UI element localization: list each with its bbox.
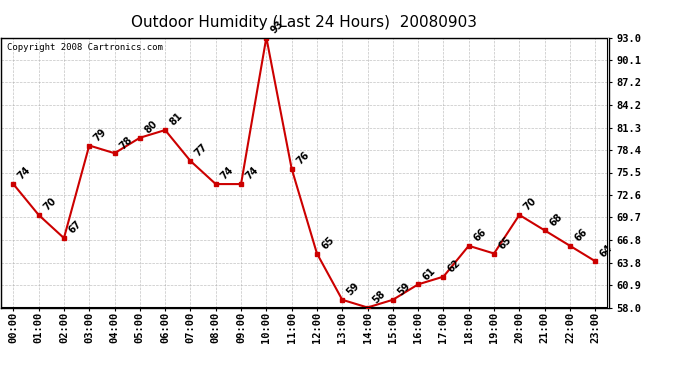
Text: 66: 66 bbox=[471, 227, 488, 244]
Text: 66: 66 bbox=[573, 227, 589, 244]
Text: 74: 74 bbox=[244, 165, 260, 182]
Text: 76: 76 bbox=[295, 150, 311, 166]
Text: 93: 93 bbox=[269, 19, 286, 35]
Text: 59: 59 bbox=[395, 281, 412, 298]
Text: 81: 81 bbox=[168, 111, 185, 128]
Text: 70: 70 bbox=[41, 196, 58, 213]
Text: 70: 70 bbox=[522, 196, 539, 213]
Text: 68: 68 bbox=[547, 211, 564, 228]
Text: 65: 65 bbox=[497, 235, 513, 251]
Text: Copyright 2008 Cartronics.com: Copyright 2008 Cartronics.com bbox=[7, 43, 163, 52]
Bar bbox=[1, 38, 608, 308]
Text: 65: 65 bbox=[319, 235, 336, 251]
Text: 58: 58 bbox=[371, 289, 387, 305]
Text: 78: 78 bbox=[117, 134, 134, 151]
Text: 79: 79 bbox=[92, 127, 108, 143]
Text: 67: 67 bbox=[67, 219, 83, 236]
Text: 74: 74 bbox=[16, 165, 32, 182]
Text: 62: 62 bbox=[446, 258, 463, 274]
Text: 64: 64 bbox=[598, 242, 615, 259]
Text: 74: 74 bbox=[219, 165, 235, 182]
Text: 80: 80 bbox=[143, 119, 159, 136]
Text: 59: 59 bbox=[345, 281, 362, 298]
Text: 77: 77 bbox=[193, 142, 210, 159]
Text: Outdoor Humidity (Last 24 Hours)  20080903: Outdoor Humidity (Last 24 Hours) 2008090… bbox=[130, 15, 477, 30]
Text: 61: 61 bbox=[421, 266, 437, 282]
